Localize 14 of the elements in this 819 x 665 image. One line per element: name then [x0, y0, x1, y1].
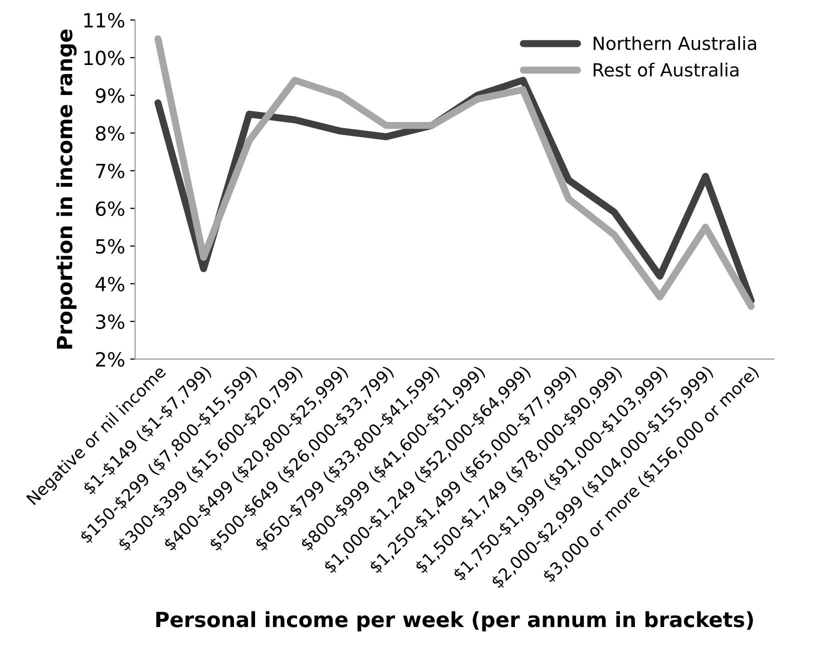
y-tick-label: 3%: [96, 314, 124, 330]
y-tick-label: 5%: [96, 239, 124, 254]
legend-label: Northern Australia: [594, 36, 756, 50]
x-axis-title: Personal income per week (per annum in brackets): [156, 611, 753, 632]
y-tick-label: 9%: [96, 88, 124, 103]
y-tick-label: 11%: [84, 12, 124, 28]
y-tick-label: 7%: [96, 164, 124, 178]
y-tick-label: 4%: [96, 276, 124, 292]
y-tick-label: 2%: [96, 352, 124, 367]
y-axis-title: Proportion in income range: [56, 30, 77, 349]
y-tick-label: 8%: [96, 126, 124, 141]
y-tick-label: 10%: [84, 50, 124, 66]
legend-label: Rest of Australia: [594, 62, 738, 77]
y-tick-label: 6%: [96, 201, 124, 216]
